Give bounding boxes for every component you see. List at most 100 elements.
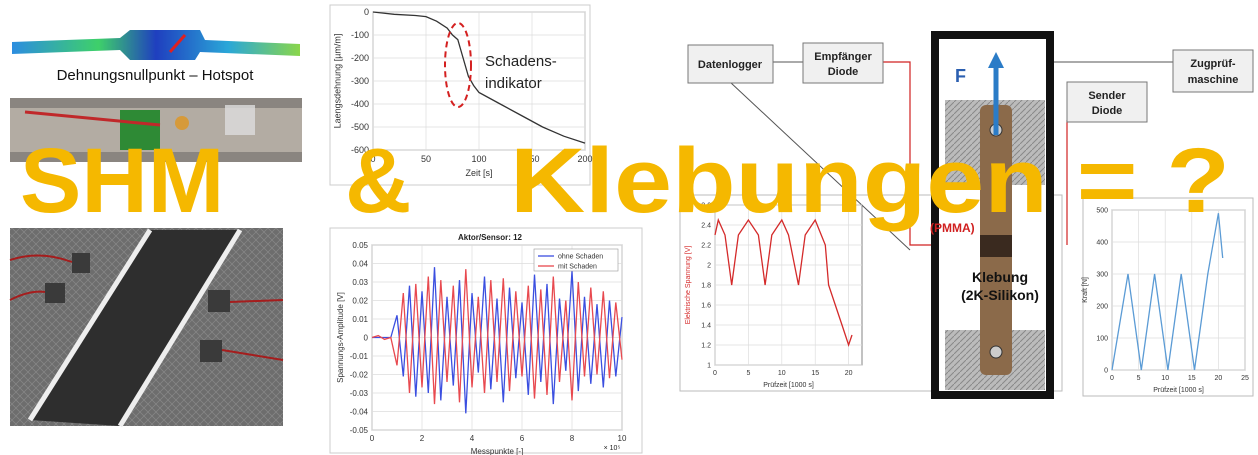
x-tick-label: 0 [370, 154, 375, 164]
y-tick-label: -600 [351, 145, 369, 155]
x-tick-label: 0 [370, 434, 375, 443]
y-axis-label: Kraft [N] [1082, 277, 1089, 303]
x-tick-label: 20 [845, 370, 853, 377]
data-line [714, 217, 853, 348]
headline-part: & [345, 130, 411, 232]
receiver-label: Diode [828, 66, 859, 78]
legend-label: ohne Schaden [558, 254, 603, 261]
annotation: indikator [485, 75, 542, 92]
receiver-label: Empfänger [814, 51, 872, 63]
x-tick-label: 10 [1161, 375, 1169, 382]
chart-title: Aktor/Sensor: 12 [458, 233, 523, 242]
x-axis-label: Messpunkte [-] [471, 447, 523, 455]
y-tick-label: 2.4 [701, 222, 711, 229]
y-tick-label: 0.03 [352, 278, 368, 287]
legend-label: mit Schaden [558, 264, 597, 271]
y-tick-label: 0 [1104, 367, 1108, 374]
x-tick-label: 5 [746, 370, 750, 377]
sender-label: Diode [1092, 105, 1123, 117]
y-tick-label: 1.2 [701, 342, 711, 349]
y-tick-label: -0.01 [350, 352, 369, 361]
y-tick-label: -500 [351, 122, 369, 132]
headline: SHM & Klebungen = ? [20, 130, 1230, 232]
x-tick-label: 15 [811, 370, 819, 377]
x-tick-label: 5 [1137, 375, 1141, 382]
data-line [371, 269, 623, 405]
headline-part: Klebungen = ? [510, 130, 1230, 232]
y-tick-label: 0.01 [352, 315, 368, 324]
x-axis-label: Prüfzeit [1000 s] [1153, 387, 1204, 394]
y-tick-label: 1 [707, 362, 711, 369]
annotation: Schadens- [485, 53, 557, 70]
y-tick-label: 0.05 [352, 241, 368, 250]
y-tick-label: 0.02 [352, 296, 368, 305]
machine-label: Zugprüf- [1190, 58, 1236, 70]
y-tick-label: 200 [1096, 303, 1108, 310]
headline-part: SHM [20, 130, 224, 232]
x-tick-label: 200 [577, 154, 592, 164]
x-tick-label: 25 [1241, 375, 1249, 382]
y-tick-label: 2.2 [701, 242, 711, 249]
x-axis-label: Prüfzeit [1000 s] [763, 382, 814, 389]
datalogger-label: Datenlogger [698, 59, 763, 71]
bond-label: Klebung [972, 269, 1028, 285]
x-tick-label: 100 [471, 154, 486, 164]
x-axis-label: Zeit [s] [465, 168, 492, 178]
legend-box [533, 248, 619, 272]
y-axis-label: Spannungs-Amplitude [V] [336, 292, 345, 383]
y-tick-label: 0 [364, 7, 369, 17]
y-axis-label: Laengsdehnung [µm/m] [333, 34, 343, 129]
x-tick-label: 8 [570, 434, 575, 443]
y-tick-label: 0.04 [352, 259, 368, 268]
tube-photo [9, 228, 284, 428]
force-label: F [955, 66, 966, 86]
damage-marker [444, 22, 472, 108]
x-tick-label: 150 [524, 154, 539, 164]
x-tick-label: 6 [520, 434, 525, 443]
y-tick-label: 1.8 [701, 282, 711, 289]
axis-multiplier: × 10⁵ [604, 445, 621, 452]
machine-box [1172, 49, 1254, 93]
y-tick-label: -400 [351, 99, 369, 109]
datalogger-box [687, 44, 774, 84]
x-tick-label: 10 [618, 434, 627, 443]
y-axis-label: Elektrische Spannung [V] [685, 246, 692, 325]
y-tick-label: 1.4 [701, 322, 711, 329]
y-tick-label: -0.03 [350, 389, 369, 398]
y-tick-label: -200 [351, 53, 369, 63]
data-line [1111, 213, 1224, 371]
fiber-label: (PMMA) [930, 221, 975, 235]
x-tick-label: 20 [1215, 375, 1223, 382]
bond-line [980, 235, 1012, 257]
y-tick-label: -0.05 [350, 426, 369, 435]
x-tick-label: 0 [713, 370, 717, 377]
fe-label: Dehnungsnullpunkt – Hotspot [57, 67, 255, 84]
y-tick-label: -0.04 [350, 407, 369, 416]
machine-label: maschine [1188, 74, 1239, 86]
pipe-photo [10, 98, 302, 162]
y-tick-label: 300 [1096, 271, 1108, 278]
sender-box [1066, 81, 1148, 123]
y-tick-label: 1.6 [701, 302, 711, 309]
receiver-box [802, 42, 884, 84]
x-tick-label: 15 [1188, 375, 1196, 382]
x-tick-label: 0 [1110, 375, 1114, 382]
x-tick-label: 2 [420, 434, 425, 443]
bolt [989, 345, 1003, 359]
y-tick-label: 0 [364, 333, 369, 342]
x-tick-label: 50 [421, 154, 431, 164]
fe-model [12, 30, 300, 60]
data-line [372, 267, 623, 414]
y-tick-label: 2 [707, 262, 711, 269]
force-arrow-head [988, 52, 1004, 68]
sender-label: Sender [1088, 90, 1126, 102]
y-tick-label: 2.6 [701, 202, 711, 209]
y-tick-label: 500 [1096, 207, 1108, 214]
y-tick-label: -100 [351, 30, 369, 40]
x-tick-label: 10 [778, 370, 786, 377]
y-tick-label: 100 [1096, 335, 1108, 342]
y-tick-label: -0.02 [350, 370, 369, 379]
bond-label: (2K-Silikon) [961, 287, 1039, 303]
